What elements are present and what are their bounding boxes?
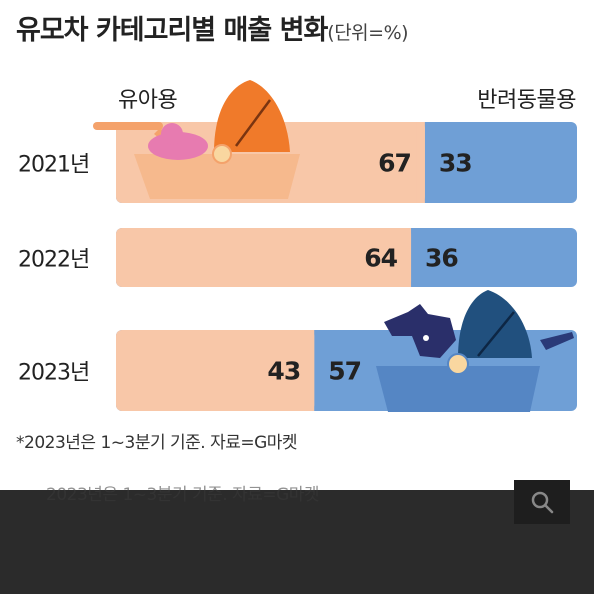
category-label: 2023년 bbox=[18, 361, 89, 386]
value-label-pet: 36 bbox=[425, 244, 458, 273]
stacked-bar-chart: 2021년 67 33 2022년 64 36 2023년 43 57 bbox=[18, 80, 577, 412]
chart-title: 유모차 카테고리별 매출 변화(단위=%) bbox=[16, 8, 409, 47]
legend-baby: 유아용 bbox=[118, 88, 178, 113]
unit-label: (단위=%) bbox=[327, 22, 409, 44]
bar-segment-baby-edge bbox=[403, 228, 412, 287]
search-icon bbox=[531, 491, 554, 514]
pet-stroller-icon bbox=[376, 290, 574, 412]
footnote: *2023년은 1~3분기 기준. 자료=G마켓 bbox=[16, 433, 298, 453]
chart-card: 유모차 카테고리별 매출 변화(단위=%) 2021년 67 33 2022년 64 36… bbox=[0, 0, 594, 490]
ghost-footnote: 2023년은 1~3분기 기준. 자료=G마켓 bbox=[46, 485, 320, 505]
labels-layer: 2021년 67 33 2022년 64 36 2023년 43 57 bbox=[18, 149, 473, 386]
baby-stroller-icon bbox=[93, 80, 300, 199]
value-label-baby: 43 bbox=[267, 357, 300, 386]
value-label-baby: 67 bbox=[378, 149, 411, 178]
legend-pet: 반려동물용 bbox=[477, 88, 576, 113]
value-label-pet: 33 bbox=[439, 149, 472, 178]
bar-segment-baby-edge bbox=[416, 122, 425, 203]
title-text: 유모차 카테고리별 매출 변화 bbox=[16, 15, 328, 46]
bar-segment-baby-edge bbox=[306, 330, 315, 411]
icons-layer bbox=[93, 80, 574, 412]
search-button[interactable] bbox=[514, 480, 570, 524]
category-label: 2022년 bbox=[18, 248, 89, 273]
value-label-pet: 57 bbox=[328, 357, 361, 386]
bar-segment-baby bbox=[116, 330, 315, 411]
bar-segment-baby bbox=[116, 228, 412, 287]
value-label-baby: 64 bbox=[364, 244, 397, 273]
category-label: 2021년 bbox=[18, 153, 89, 178]
